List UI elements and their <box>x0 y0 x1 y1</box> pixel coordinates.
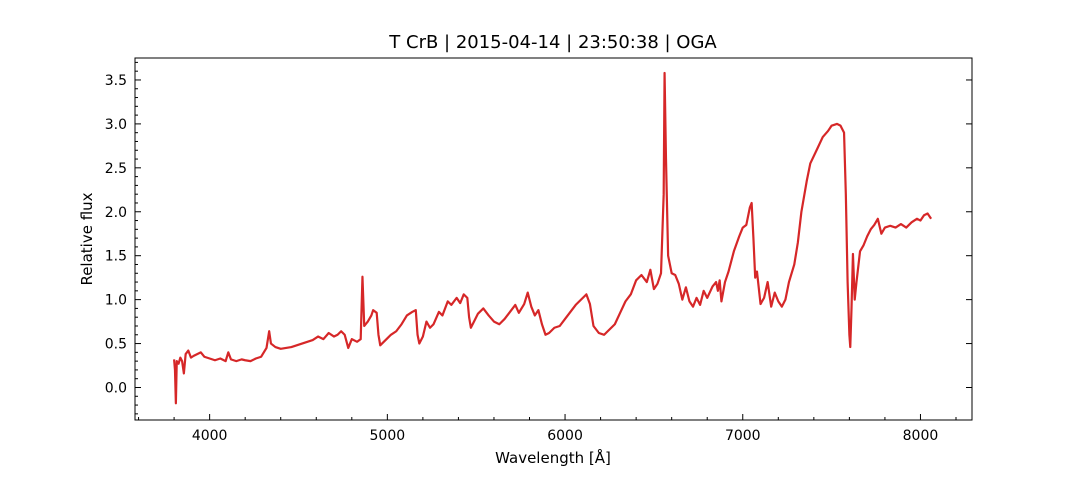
ticks-layer: 4000 5000 6000 7000 8000 0.0 0.5 1.0 1.5 2.0 2.5 3.… <box>105 61 972 444</box>
series-layer <box>173 71 933 405</box>
plot-frame <box>134 57 973 421</box>
x-tick-label: 5000 <box>370 428 406 444</box>
y-tick-label: 3.5 <box>105 73 127 89</box>
x-tick-label: 8000 <box>903 428 939 444</box>
y-axis-title: Relative flux <box>78 192 96 285</box>
y-tick-label: 1.5 <box>105 249 127 265</box>
x-axis-title: Wavelength [Å] <box>495 448 611 467</box>
x-tick-label: 7000 <box>725 428 761 444</box>
y-tick-label: 1.0 <box>105 293 127 309</box>
y-tick-label: 0.5 <box>105 337 127 353</box>
x-tick-label: 6000 <box>547 428 583 444</box>
y-tick-label: 2.0 <box>105 205 127 221</box>
y-tick-label: 3.0 <box>105 117 127 133</box>
y-tick-label: 0.0 <box>105 380 127 396</box>
x-tick-label: 4000 <box>192 428 228 444</box>
spectrum-line <box>173 71 933 405</box>
y-tick-label: 2.5 <box>105 161 127 177</box>
chart-title: T CrB | 2015-04-14 | 23:50:38 | OGA <box>388 32 717 53</box>
